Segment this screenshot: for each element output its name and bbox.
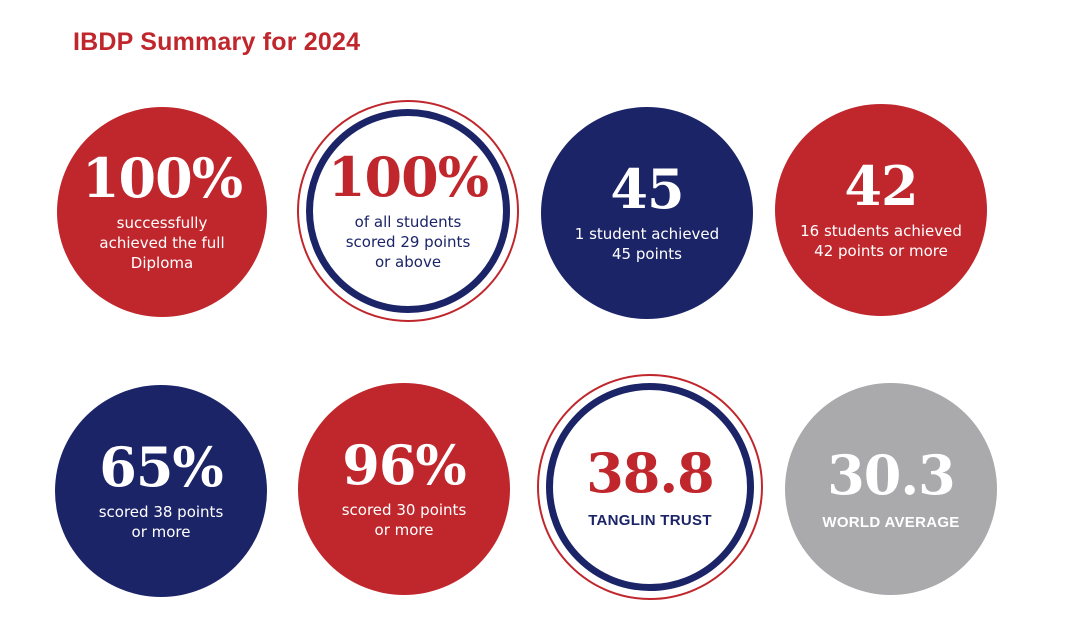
stat-description-line: of all students — [354, 213, 462, 231]
stat-description-line: scored 29 points — [345, 233, 471, 251]
stat-value: 42 — [844, 154, 918, 218]
stat-description-line: scored 30 points — [341, 501, 467, 519]
stat-world-average-circle: 30.3 WORLD AVERAGE — [785, 383, 997, 595]
stat-value: 100% — [327, 145, 489, 209]
stat-value: 65% — [99, 435, 223, 499]
stat-description-line: 1 student achieved — [574, 225, 720, 243]
stat-value: 96% — [342, 433, 466, 497]
stat-29-points-circle: 100% of all students scored 29 points or… — [306, 109, 510, 313]
stat-description-line: Diploma — [130, 254, 194, 272]
stat-description-line: 45 points — [612, 245, 682, 263]
stat-description-line: or more — [374, 521, 434, 539]
stat-value: 38.8 — [586, 440, 715, 505]
stat-description-line: or more — [131, 523, 191, 541]
stat-30-points-circle: 96% scored 30 points or more — [298, 383, 510, 595]
stat-diploma-circle: 100% successfully achieved the full Dipl… — [57, 107, 267, 317]
stat-42-points-circle: 42 16 students achieved 42 points or mor… — [775, 104, 987, 316]
stat-45-points-circle: 45 1 student achieved 45 points — [541, 107, 753, 319]
stat-description: of all students scored 29 points or abov… — [346, 212, 471, 272]
stat-description: 16 students achieved 42 points or more — [800, 221, 962, 261]
page-title: IBDP Summary for 2024 — [73, 28, 361, 56]
stat-caption: TANGLIN TRUST — [588, 511, 712, 529]
stat-description: scored 38 points or more — [99, 502, 224, 542]
stat-description-line: 42 points or more — [814, 242, 948, 260]
stat-value: 30.3 — [827, 442, 956, 507]
stat-38-points-circle: 65% scored 38 points or more — [55, 385, 267, 597]
stat-description: successfully achieved the full Diploma — [99, 213, 224, 273]
stat-description-line: achieved the full — [99, 234, 225, 252]
stat-tanglin-circle: 38.8 TANGLIN TRUST — [546, 383, 754, 591]
stat-description-line: scored 38 points — [98, 503, 224, 521]
stat-caption: WORLD AVERAGE — [822, 513, 960, 531]
stat-description: scored 30 points or more — [342, 500, 467, 540]
stat-description-line: or above — [374, 253, 442, 271]
stat-description-line: 16 students achieved — [800, 222, 962, 240]
stat-description-line: successfully — [116, 214, 208, 232]
stat-value: 45 — [610, 157, 684, 221]
stat-description: 1 student achieved 45 points — [575, 224, 719, 264]
stat-value: 100% — [81, 146, 243, 210]
